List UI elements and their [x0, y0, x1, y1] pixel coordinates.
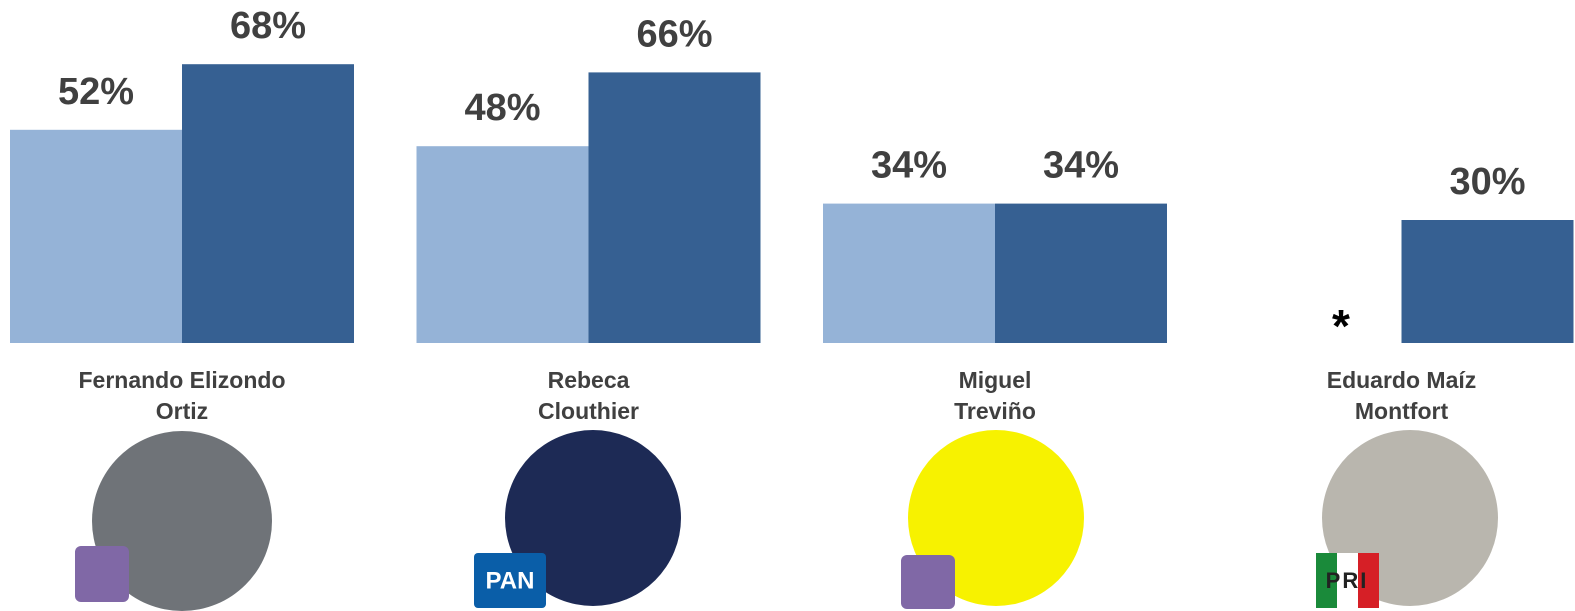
bar	[182, 64, 354, 343]
value-label: 34%	[1043, 145, 1119, 187]
bar	[1402, 220, 1574, 343]
value-label: 52%	[58, 71, 134, 113]
category-label: Miguel	[959, 367, 1032, 393]
party-logo-text: PAN	[486, 567, 535, 594]
category-label: Clouthier	[538, 398, 639, 424]
category-label: Ortiz	[156, 398, 208, 424]
value-label: 34%	[871, 145, 947, 187]
party-logo	[75, 546, 129, 602]
category-label: Montfort	[1355, 398, 1449, 424]
category-label: Fernando Elizondo	[79, 367, 286, 393]
category-label: Treviño	[954, 398, 1036, 424]
bar	[417, 146, 589, 343]
party-logo	[901, 555, 955, 609]
category-label: Rebeca	[548, 367, 630, 393]
bar	[823, 204, 995, 343]
chart: 52% 68% Fernando Elizondo Ortiz 48% 66% Rebeca…	[0, 0, 1575, 611]
photos	[75, 430, 1498, 611]
value-label: 48%	[464, 87, 540, 129]
value-label: 30%	[1449, 161, 1525, 203]
value-label: 66%	[636, 13, 712, 55]
bar	[995, 204, 1167, 343]
value-label: 68%	[230, 5, 306, 47]
bar	[589, 72, 761, 343]
category-label: Eduardo Maíz	[1327, 367, 1477, 393]
annotation: *	[1332, 300, 1350, 352]
bar	[10, 130, 182, 343]
party-logo-text: PRI	[1326, 568, 1369, 593]
